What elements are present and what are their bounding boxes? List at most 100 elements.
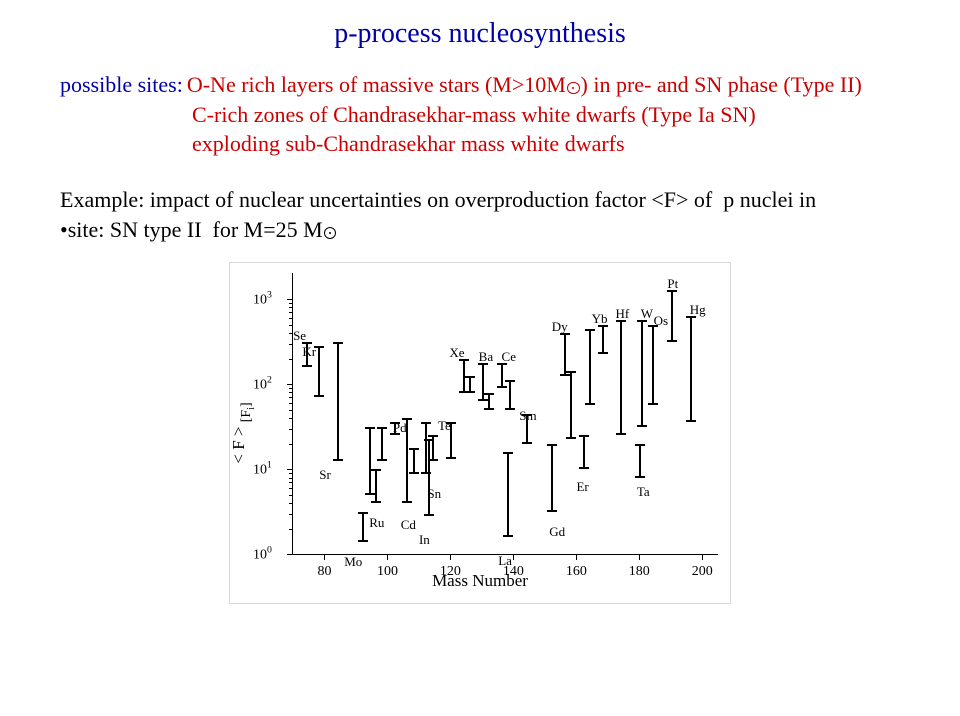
x-tick — [513, 554, 514, 560]
plot-area: 80100120140160180200100101102103SeKrSrMo… — [292, 273, 718, 555]
y-minor-tick — [289, 410, 293, 411]
y-minor-tick — [289, 344, 293, 345]
range-bar — [318, 346, 320, 397]
y-tick-label: 103 — [253, 290, 272, 309]
y-minor-tick — [289, 503, 293, 504]
range-bar — [602, 325, 604, 355]
x-tick-label: 180 — [629, 564, 650, 580]
y-minor-tick — [289, 514, 293, 515]
y-minor-tick — [289, 392, 293, 393]
sites-label: possible sites: — [60, 72, 183, 97]
x-tick — [702, 554, 703, 560]
x-tick-label: 80 — [317, 564, 331, 580]
y-axis-label: < F > [Fi] — [240, 433, 301, 455]
range-bar — [620, 320, 622, 435]
range-bar — [507, 452, 509, 537]
range-bar — [509, 380, 511, 410]
element-label: In — [419, 532, 430, 548]
range-bar — [639, 444, 641, 478]
y-minor-tick — [289, 303, 293, 304]
range-bar — [469, 376, 471, 393]
y-minor-tick — [289, 318, 293, 319]
element-label: Os — [654, 313, 668, 329]
y-minor-tick — [289, 495, 293, 496]
range-bar — [337, 342, 339, 461]
element-label: Pt — [667, 276, 678, 292]
site-line-1: C-rich zones of Chandrasekhar-mass white… — [60, 100, 900, 130]
range-bar — [652, 325, 654, 406]
element-label: Dy — [552, 319, 568, 335]
y-tick-label: 100 — [253, 545, 272, 564]
y-minor-tick — [289, 529, 293, 530]
x-tick-label: 200 — [692, 564, 713, 580]
range-bar — [425, 422, 427, 473]
y-minor-tick — [289, 307, 293, 308]
range-bar — [413, 448, 415, 474]
element-label: Mo — [344, 554, 362, 570]
range-bar — [564, 333, 566, 376]
element-label: Te — [438, 418, 451, 434]
element-label: Cd — [401, 517, 416, 533]
range-bar — [671, 290, 673, 341]
element-label: Xe — [449, 345, 464, 361]
x-tick — [450, 554, 451, 560]
sun-icon — [324, 227, 337, 240]
sites-block: possible sites: O-Ne rich layers of mass… — [60, 70, 900, 159]
page-title: p-process nucleosynthesis — [60, 18, 900, 50]
y-tick — [287, 299, 293, 300]
slide-root: p-process nucleosynthesis possible sites… — [0, 0, 960, 604]
element-label: Kr — [302, 344, 316, 360]
x-tick-label: 100 — [377, 564, 398, 580]
range-bar — [641, 320, 643, 426]
element-label: Sr — [319, 467, 331, 483]
y-minor-tick — [289, 478, 293, 479]
site-line-0: O-Ne rich layers of massive stars (M>10M… — [187, 72, 862, 97]
range-bar — [362, 512, 364, 542]
element-label: Ru — [369, 515, 384, 531]
overproduction-chart: 80100120140160180200100101102103SeKrSrMo… — [229, 262, 731, 604]
y-minor-tick — [289, 482, 293, 483]
element-label: Er — [576, 479, 588, 495]
example-line-1: Example: impact of nuclear uncertainties… — [60, 185, 900, 215]
range-bar — [690, 316, 692, 422]
y-minor-tick — [289, 397, 293, 398]
element-label: Gd — [549, 524, 565, 540]
x-axis-label: Mass Number — [432, 571, 528, 591]
element-label: Sm — [519, 408, 536, 424]
element-label: La — [498, 553, 512, 569]
y-minor-tick — [289, 325, 293, 326]
x-tick — [324, 554, 325, 560]
element-label: Ta — [637, 484, 650, 500]
element-label: Ba — [479, 349, 493, 365]
range-bar — [488, 393, 490, 410]
x-tick-label: 160 — [566, 564, 587, 580]
example-block: Example: impact of nuclear uncertainties… — [60, 185, 900, 244]
y-tick-label: 102 — [253, 375, 272, 394]
range-bar — [583, 435, 585, 469]
x-tick — [576, 554, 577, 560]
x-tick — [387, 554, 388, 560]
element-label: Hg — [690, 302, 706, 318]
y-tick — [287, 469, 293, 470]
y-minor-tick — [289, 418, 293, 419]
element-label: Hf — [616, 306, 630, 322]
range-bar — [570, 371, 572, 439]
y-tick — [287, 384, 293, 385]
y-minor-tick — [289, 488, 293, 489]
range-bar — [381, 427, 383, 461]
element-label: Se — [293, 328, 306, 344]
range-bar — [432, 435, 434, 461]
range-bar — [551, 444, 553, 512]
site-line-2: exploding sub-Chandrasekhar mass white d… — [60, 129, 900, 159]
example-line-2: •site: SN type II for M=25 M — [60, 215, 900, 245]
y-tick — [287, 554, 293, 555]
range-bar — [406, 418, 408, 503]
y-minor-tick — [289, 473, 293, 474]
range-bar — [369, 427, 371, 495]
range-bar — [375, 469, 377, 503]
range-bar — [482, 363, 484, 401]
x-tick — [639, 554, 640, 560]
y-minor-tick — [289, 312, 293, 313]
element-label: Yb — [592, 311, 608, 327]
y-minor-tick — [289, 388, 293, 389]
